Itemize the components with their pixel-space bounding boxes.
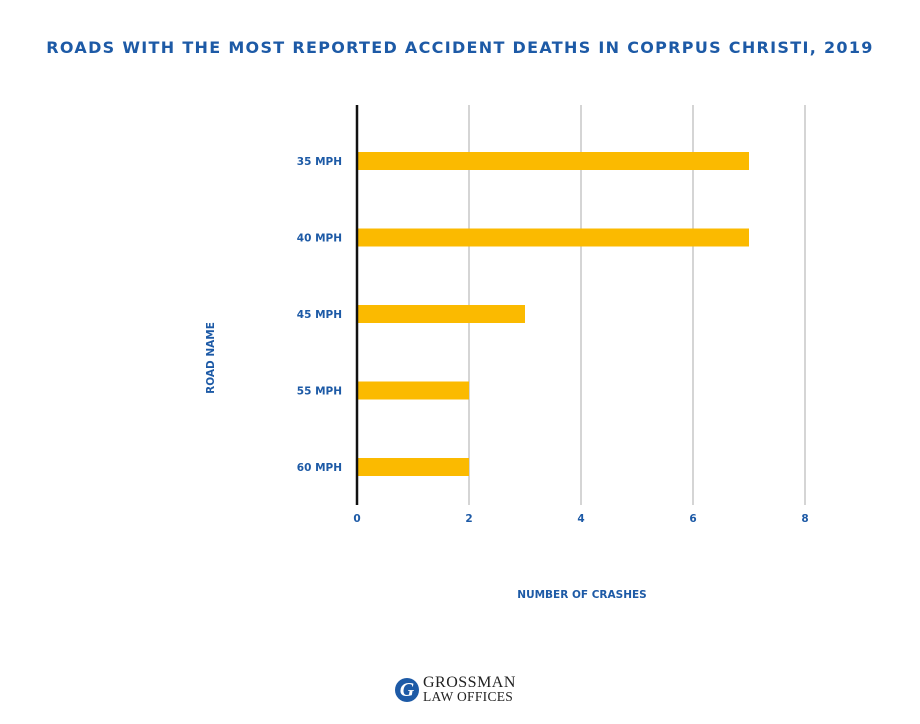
y-tick-label: 60 MPH — [297, 462, 342, 474]
x-axis-title: NUMBER OF CRASHES — [517, 589, 646, 601]
x-tick-label: 4 — [577, 513, 584, 525]
y-tick-label: 35 MPH — [297, 156, 342, 168]
logo-mark-icon: G — [395, 678, 419, 702]
chart-title: ROADS WITH THE MOST REPORTED ACCIDENT DE… — [46, 38, 874, 57]
y-tick-label: 55 MPH — [297, 386, 342, 398]
y-axis-title: ROAD NAME — [205, 322, 217, 394]
x-tick-label: 2 — [465, 513, 472, 525]
bar — [358, 305, 525, 323]
y-tick-label: 40 MPH — [297, 233, 342, 245]
x-tick-label: 6 — [689, 513, 696, 525]
y-tick-label: 45 MPH — [297, 309, 342, 321]
x-tick-label: 0 — [353, 513, 360, 525]
bar — [358, 458, 469, 476]
company-logo: G GROSSMAN LAW OFFICES — [395, 670, 516, 710]
bar — [358, 228, 749, 247]
x-tick-label: 8 — [801, 513, 808, 525]
logo-text: GROSSMAN LAW OFFICES — [423, 674, 516, 704]
bar — [358, 152, 749, 170]
logo-line-2: LAW OFFICES — [423, 689, 514, 704]
logo-line-1: GROSSMAN — [423, 674, 516, 691]
bar — [358, 381, 469, 400]
